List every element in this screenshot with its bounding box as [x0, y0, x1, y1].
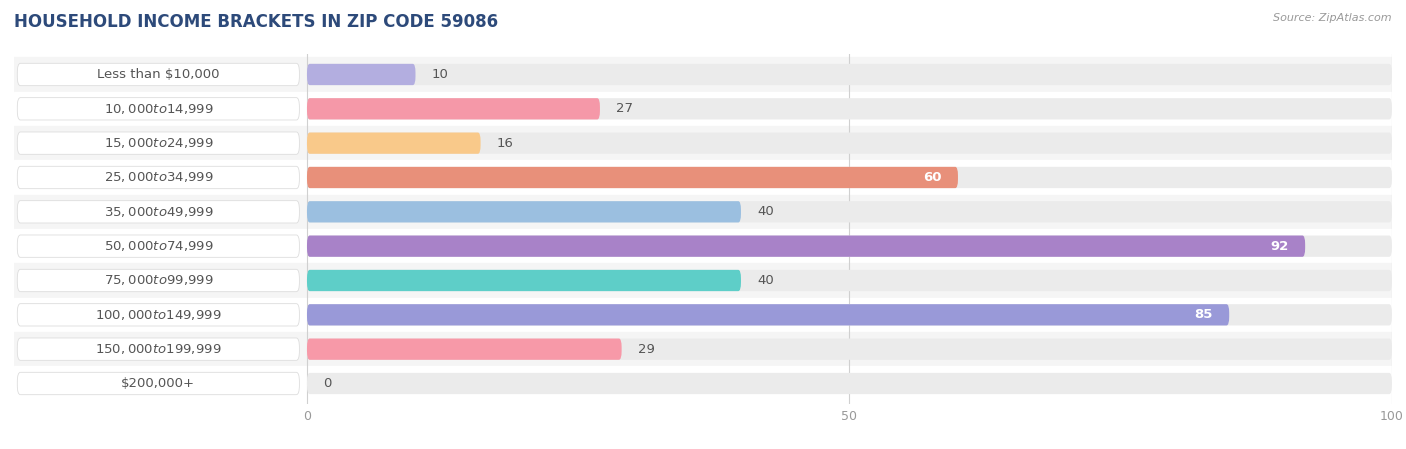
- FancyBboxPatch shape: [307, 304, 1392, 326]
- Bar: [14, 195, 1392, 229]
- FancyBboxPatch shape: [17, 97, 299, 120]
- Text: 29: 29: [638, 343, 655, 356]
- FancyBboxPatch shape: [307, 98, 1392, 119]
- FancyBboxPatch shape: [307, 339, 621, 360]
- FancyBboxPatch shape: [17, 372, 299, 395]
- FancyBboxPatch shape: [17, 235, 299, 257]
- Bar: [14, 366, 1392, 401]
- Text: $100,000 to $149,999: $100,000 to $149,999: [96, 308, 222, 322]
- FancyBboxPatch shape: [17, 304, 299, 326]
- FancyBboxPatch shape: [307, 64, 1392, 85]
- FancyBboxPatch shape: [307, 270, 741, 291]
- FancyBboxPatch shape: [307, 201, 1392, 222]
- Text: 40: 40: [758, 274, 773, 287]
- Text: $35,000 to $49,999: $35,000 to $49,999: [104, 205, 214, 219]
- FancyBboxPatch shape: [307, 236, 1305, 257]
- Text: 40: 40: [758, 205, 773, 218]
- Text: 85: 85: [1195, 308, 1213, 321]
- Text: 92: 92: [1271, 240, 1289, 253]
- FancyBboxPatch shape: [17, 201, 299, 223]
- FancyBboxPatch shape: [307, 167, 1392, 188]
- FancyBboxPatch shape: [307, 132, 1392, 154]
- Bar: [14, 263, 1392, 298]
- FancyBboxPatch shape: [17, 338, 299, 361]
- FancyBboxPatch shape: [307, 339, 1392, 360]
- Text: $50,000 to $74,999: $50,000 to $74,999: [104, 239, 214, 253]
- FancyBboxPatch shape: [17, 166, 299, 189]
- Text: 0: 0: [323, 377, 332, 390]
- Text: $75,000 to $99,999: $75,000 to $99,999: [104, 273, 214, 287]
- FancyBboxPatch shape: [307, 270, 1392, 291]
- Text: Source: ZipAtlas.com: Source: ZipAtlas.com: [1274, 13, 1392, 23]
- Text: $10,000 to $14,999: $10,000 to $14,999: [104, 102, 214, 116]
- Bar: [14, 92, 1392, 126]
- Bar: [14, 57, 1392, 92]
- Text: $15,000 to $24,999: $15,000 to $24,999: [104, 136, 214, 150]
- FancyBboxPatch shape: [307, 132, 481, 154]
- Text: Less than $10,000: Less than $10,000: [97, 68, 219, 81]
- Bar: [14, 126, 1392, 160]
- Text: 16: 16: [496, 136, 513, 150]
- FancyBboxPatch shape: [307, 373, 1392, 394]
- Text: 10: 10: [432, 68, 449, 81]
- Bar: [14, 160, 1392, 195]
- FancyBboxPatch shape: [307, 167, 957, 188]
- FancyBboxPatch shape: [307, 304, 1229, 326]
- Bar: [14, 298, 1392, 332]
- Text: $25,000 to $34,999: $25,000 to $34,999: [104, 171, 214, 185]
- Text: 27: 27: [616, 102, 633, 115]
- Text: $150,000 to $199,999: $150,000 to $199,999: [96, 342, 222, 356]
- FancyBboxPatch shape: [307, 64, 416, 85]
- FancyBboxPatch shape: [307, 201, 741, 222]
- FancyBboxPatch shape: [17, 63, 299, 86]
- FancyBboxPatch shape: [17, 132, 299, 154]
- FancyBboxPatch shape: [307, 236, 1392, 257]
- Bar: [14, 332, 1392, 366]
- Text: $200,000+: $200,000+: [121, 377, 195, 390]
- Text: HOUSEHOLD INCOME BRACKETS IN ZIP CODE 59086: HOUSEHOLD INCOME BRACKETS IN ZIP CODE 59…: [14, 13, 498, 31]
- FancyBboxPatch shape: [17, 269, 299, 292]
- Bar: [14, 229, 1392, 263]
- Text: 60: 60: [924, 171, 942, 184]
- FancyBboxPatch shape: [307, 98, 600, 119]
